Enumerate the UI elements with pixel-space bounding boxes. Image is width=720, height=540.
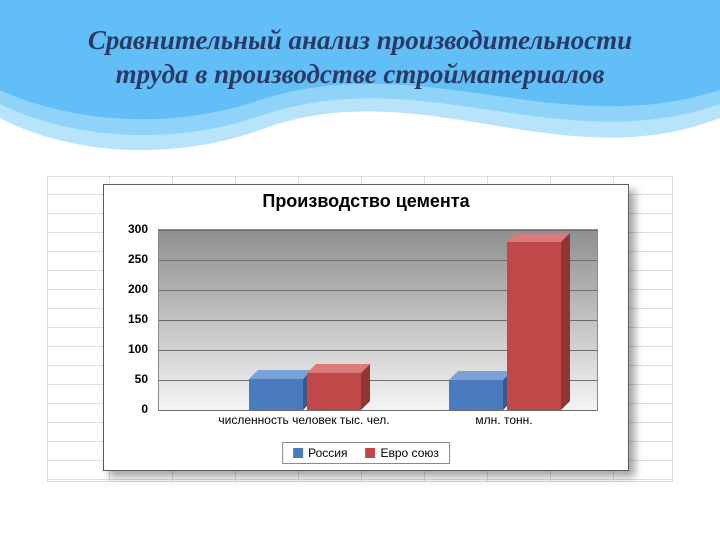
bar-side <box>561 233 570 410</box>
bar-top <box>307 364 370 373</box>
slide: Сравнительный анализ производительности … <box>0 0 720 540</box>
y-tick-label: 200 <box>104 282 148 296</box>
bars-layer <box>159 230 597 410</box>
bar <box>249 379 303 410</box>
bar <box>507 242 561 410</box>
y-tick-label: 150 <box>104 312 148 326</box>
legend-label: Евро союз <box>380 446 438 460</box>
chart-panel: Производство цемента 050100150200250300 … <box>103 184 629 471</box>
gridline <box>159 410 597 411</box>
legend-label: Россия <box>308 446 347 460</box>
y-tick-label: 100 <box>104 342 148 356</box>
x-axis-label: млн. тонн. <box>404 413 604 427</box>
bar-front <box>249 379 303 410</box>
bar-top <box>249 370 312 379</box>
bar-front <box>507 242 561 410</box>
bar-front <box>307 373 361 410</box>
bar <box>307 373 361 410</box>
y-tick-label: 300 <box>104 222 148 236</box>
x-axis-label: численность человек тыс. чел. <box>204 413 404 427</box>
bar-side <box>361 364 370 410</box>
legend-swatch <box>293 448 303 458</box>
page-title: Сравнительный анализ производительности … <box>60 24 660 92</box>
y-tick-label: 250 <box>104 252 148 266</box>
bar <box>449 380 503 410</box>
bar-front <box>449 380 503 410</box>
y-tick-label: 50 <box>104 372 148 386</box>
chart-title: Производство цемента <box>104 191 628 212</box>
legend-swatch <box>365 448 375 458</box>
legend-item: Евро союз <box>365 446 438 460</box>
legend: Россия Евро союз <box>282 442 450 464</box>
y-axis: 050100150200250300 <box>104 229 154 409</box>
y-tick-label: 0 <box>104 402 148 416</box>
legend-item: Россия <box>293 446 347 460</box>
plot-area <box>158 229 598 411</box>
x-axis: численность человек тыс. чел.млн. тонн. <box>158 413 596 443</box>
